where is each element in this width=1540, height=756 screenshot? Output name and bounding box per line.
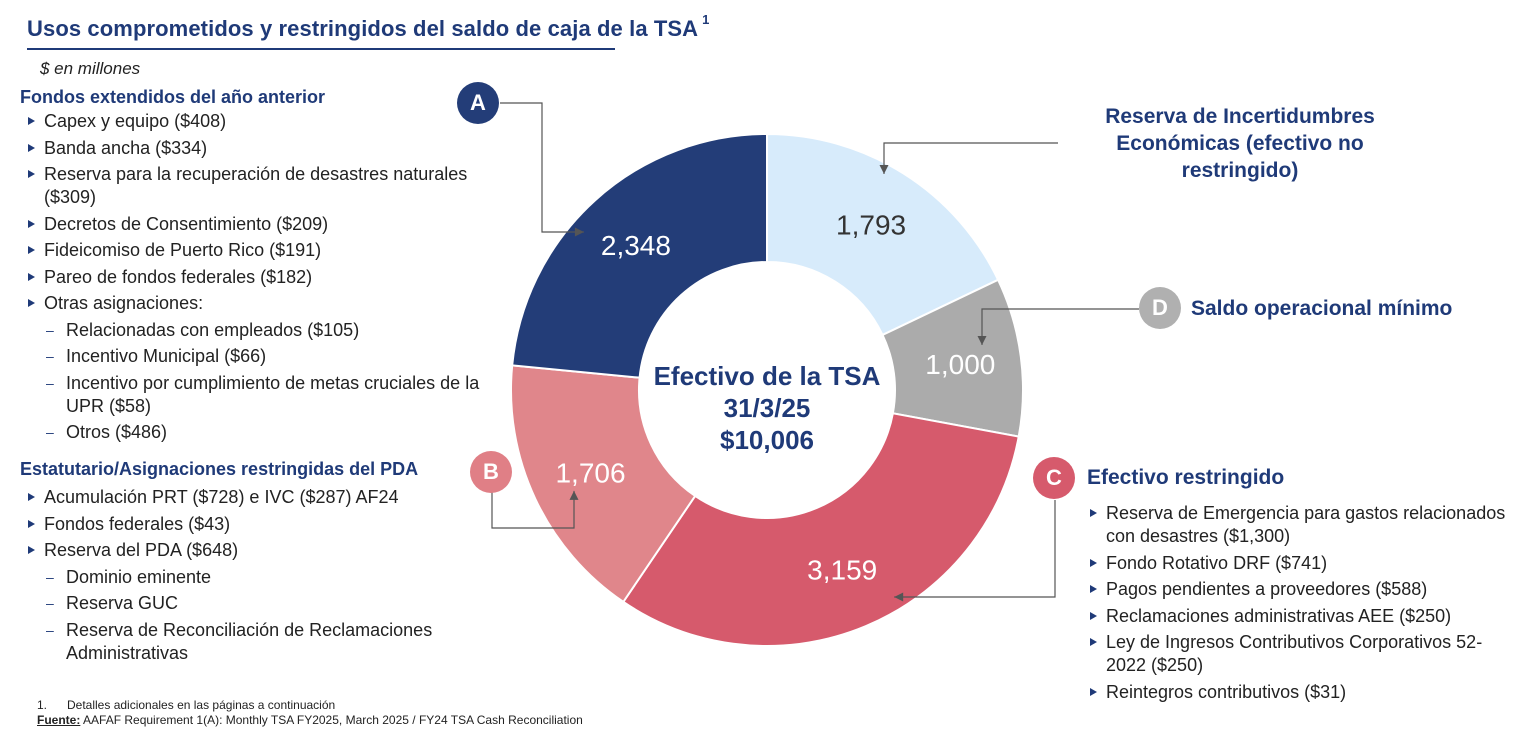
section-heading-extended: Fondos extendidos del año anterior: [20, 87, 326, 107]
connector-reserve-arrowhead: [879, 165, 889, 174]
source-note: Fuente: AAFAF Requirement 1(A): Monthly …: [37, 713, 583, 727]
list-item: Decretos de Consentimiento ($209): [20, 213, 500, 236]
list-item: Reclamaciones administrativas AEE ($250): [1082, 605, 1522, 628]
list-item: Relacionadas con empleados ($105): [20, 319, 500, 342]
connector-d: [981, 308, 1139, 345]
slice-label-minimum: 1,000: [925, 349, 995, 380]
list-item: Capex y equipo ($408): [20, 110, 500, 133]
donut-slice-restricted: [621, 412, 1020, 647]
footnote-text: Detalles adicionales en las páginas a co…: [67, 698, 336, 712]
callout-connectors: [491, 102, 1139, 602]
minimum-balance-label: Saldo operacional mínimo: [1191, 297, 1453, 320]
list-item: Banda ancha ($334): [20, 137, 500, 160]
slice-labels: 1,793 1,000 3,159 1,706 2,348: [555, 210, 995, 586]
slice-label-statutory: 1,706: [555, 457, 625, 488]
list-item: Incentivo Municipal ($66): [20, 345, 500, 368]
donut-slice-statutory: [510, 364, 697, 604]
slice-label-restricted: 3,159: [807, 554, 877, 585]
list-item: Reserva del PDA ($648): [20, 539, 490, 562]
left-section-statutory: Estatutario/Asignaciones restringidas de…: [20, 459, 490, 668]
footnote-number: 1.: [37, 698, 48, 712]
title-underline: [27, 48, 615, 50]
page-title: Usos comprometidos y restringidos del sa…: [27, 12, 710, 42]
list-item: Reserva para la recuperación de desastre…: [20, 163, 500, 209]
list-item: Otros ($486): [20, 421, 500, 444]
list-item: Reserva de Reconciliación de Reclamacion…: [20, 619, 490, 665]
connector-c-arrowhead: [894, 592, 904, 602]
section-heading-statutory: Estatutario/Asignaciones restringidas de…: [20, 459, 419, 479]
list-item: Fondo Rotativo DRF ($741): [1082, 552, 1522, 575]
list-item: Incentivo por cumplimiento de metas cruc…: [20, 372, 500, 418]
page-title-text: Usos comprometidos y restringidos del sa…: [27, 16, 699, 41]
list-restricted: Reserva de Emergencia para gastos relaci…: [1082, 502, 1522, 704]
list-item: Reserva GUC: [20, 592, 490, 615]
connector-d-arrowhead: [977, 336, 987, 345]
reserve-label: Reserva de Incertidumbres Económicas (ef…: [1105, 105, 1375, 182]
source-label: Fuente:: [37, 713, 81, 727]
list-item: Acumulación PRT ($728) e IVC ($287) AF24: [20, 486, 490, 509]
list-item: Dominio eminente: [20, 566, 490, 589]
list-item: Reserva de Emergencia para gastos relaci…: [1082, 502, 1522, 548]
badge-c: C: [1033, 457, 1075, 499]
source-text: AAFAF Requirement 1(A): Monthly TSA FY20…: [83, 713, 583, 727]
donut-slice-extended: [511, 132, 768, 379]
connector-b: [491, 486, 575, 529]
title-footnote-mark: 1: [702, 12, 710, 27]
restricted-heading: Efectivo restringido: [1087, 466, 1285, 489]
list-item: Pagos pendientes a proveedores ($588): [1082, 578, 1522, 601]
badge-a: A: [457, 82, 499, 124]
connector-a-arrowhead: [574, 227, 584, 237]
left-section-extended: Fondos extendidos del año anterior Capex…: [20, 87, 500, 448]
center-line-1: Efectivo de la TSA: [653, 361, 881, 391]
connector-a: [500, 102, 584, 233]
list-item: Reintegros contributivos ($31): [1082, 681, 1522, 704]
donut-center-text: Efectivo de la TSA 31/3/25 $10,006: [617, 360, 917, 456]
slice-label-reserve: 1,793: [836, 210, 906, 241]
connector-reserve: [883, 142, 1058, 174]
connector-b-arrowhead: [569, 490, 579, 500]
list-item: Fondos federales ($43): [20, 513, 490, 536]
donut-slices: [510, 132, 1024, 647]
units-note: $ en millones: [40, 59, 141, 78]
badge-b: B: [470, 451, 512, 493]
badge-d: D: [1139, 287, 1181, 329]
donut-slice-reserve: [766, 132, 1000, 337]
list-extended: Capex y equipo ($408) Banda ancha ($334) R…: [20, 110, 500, 444]
center-line-3: $10,006: [720, 425, 814, 455]
list-item: Pareo de fondos federales ($182): [20, 266, 500, 289]
restricted-section: Reserva de Emergencia para gastos relaci…: [1082, 502, 1522, 707]
footnote: 1. Detalles adicionales en las páginas a …: [37, 698, 335, 712]
center-line-2: 31/3/25: [723, 393, 811, 423]
list-item: Fideicomiso de Puerto Rico ($191): [20, 239, 500, 262]
connector-c: [894, 500, 1056, 598]
list-item: Otras asignaciones:: [20, 292, 500, 315]
slice-label-extended: 2,348: [601, 230, 671, 261]
list-statutory: Acumulación PRT ($728) e IVC ($287) AF24…: [20, 486, 490, 665]
list-item: Ley de Ingresos Contributivos Corporativ…: [1082, 631, 1522, 677]
